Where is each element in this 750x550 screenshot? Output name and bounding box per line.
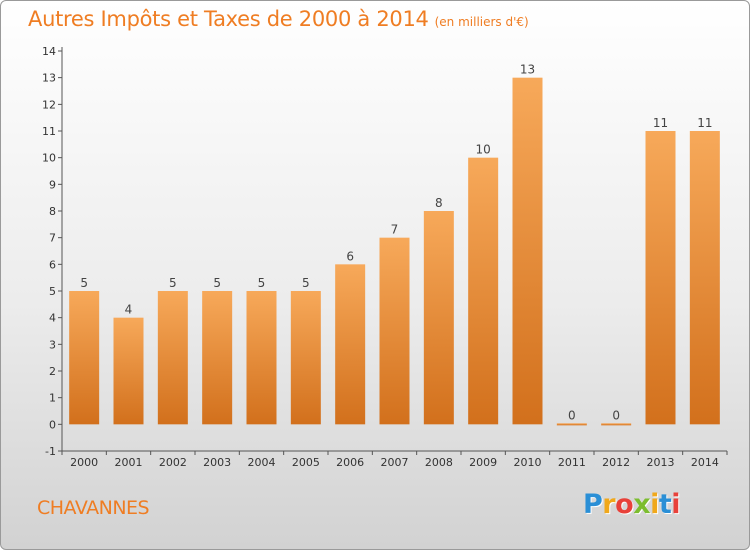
bar bbox=[113, 317, 144, 425]
y-tick-label: 14 bbox=[42, 45, 56, 58]
y-tick-label: 2 bbox=[49, 365, 56, 378]
bar bbox=[335, 264, 366, 425]
x-tick-label: 2009 bbox=[469, 456, 497, 469]
y-tick-label: -1 bbox=[45, 445, 56, 458]
x-tick-label: 2013 bbox=[647, 456, 675, 469]
logo-letter: P bbox=[583, 489, 603, 520]
data-labels: 5 4 5 5 5 5 6 7 8 10 13 0 0 11 11 bbox=[80, 63, 712, 423]
bar bbox=[69, 291, 100, 425]
x-tick-label: 2005 bbox=[292, 456, 320, 469]
x-tick-label: 2010 bbox=[514, 456, 542, 469]
bar bbox=[290, 291, 321, 425]
y-tick-label: 7 bbox=[49, 232, 56, 245]
bar bbox=[689, 131, 720, 425]
bar bbox=[157, 291, 188, 425]
logo-letter: i bbox=[671, 489, 681, 520]
x-tick-label: 2000 bbox=[70, 456, 98, 469]
x-tick-label: 2004 bbox=[248, 456, 276, 469]
x-tick-label: 2008 bbox=[425, 456, 453, 469]
x-tick-label: 2014 bbox=[691, 456, 719, 469]
bar bbox=[379, 237, 410, 425]
logo-letter: o bbox=[615, 489, 634, 520]
y-tick-label: 8 bbox=[49, 205, 56, 218]
chart-title: Autres Impôts et Taxes de 2000 à 2014 bbox=[28, 7, 429, 31]
x-tick-label: 2006 bbox=[336, 456, 364, 469]
data-label: 10 bbox=[476, 143, 491, 157]
data-label: 0 bbox=[568, 408, 576, 422]
data-label: 5 bbox=[302, 276, 310, 290]
logo-letter: t bbox=[658, 489, 672, 520]
x-tick-label: 2003 bbox=[203, 456, 231, 469]
x-tick-label: 2001 bbox=[115, 456, 143, 469]
y-tick-label: 6 bbox=[49, 258, 56, 271]
data-label: 7 bbox=[391, 223, 399, 237]
y-tick-label: 10 bbox=[42, 152, 56, 165]
x-axis-ticks: 2000 2001 2002 2003 2004 2005 2006 2007 2008 2009… bbox=[61, 451, 728, 469]
bar bbox=[202, 291, 233, 425]
bar bbox=[246, 291, 277, 425]
bar bbox=[556, 423, 587, 426]
x-tick-label: 2011 bbox=[558, 456, 586, 469]
data-label: 5 bbox=[213, 276, 221, 290]
y-tick-label: 9 bbox=[49, 178, 56, 191]
bars bbox=[69, 77, 720, 426]
bar bbox=[423, 211, 454, 425]
data-label: 5 bbox=[169, 276, 177, 290]
logo-letter: x bbox=[633, 489, 651, 520]
data-label: 5 bbox=[258, 276, 266, 290]
data-label: 6 bbox=[346, 249, 354, 263]
y-tick-label: 12 bbox=[42, 98, 56, 111]
y-tick-label: 11 bbox=[42, 125, 56, 138]
data-label: 0 bbox=[612, 408, 620, 422]
bar bbox=[645, 131, 676, 425]
bar bbox=[601, 423, 632, 426]
x-tick-label: 2002 bbox=[159, 456, 187, 469]
bar bbox=[512, 77, 543, 425]
bar bbox=[468, 157, 499, 425]
y-tick-label: 4 bbox=[49, 312, 56, 325]
data-label: 11 bbox=[697, 116, 712, 130]
x-tick-label: 2007 bbox=[381, 456, 409, 469]
y-tick-label: 0 bbox=[49, 418, 56, 431]
y-tick-label: 13 bbox=[42, 72, 56, 85]
commune-name: CHAVANNES bbox=[37, 497, 150, 519]
axes bbox=[61, 47, 727, 452]
y-tick-label: 3 bbox=[49, 338, 56, 351]
y-tick-label: 1 bbox=[49, 392, 56, 405]
logo-letter: i bbox=[650, 489, 659, 520]
proxiti-logo[interactable]: Proxiti bbox=[583, 489, 681, 520]
chart-unit: (en milliers d'€) bbox=[434, 15, 529, 29]
data-label: 13 bbox=[520, 63, 535, 77]
data-label: 8 bbox=[435, 196, 443, 210]
x-tick-label: 2012 bbox=[602, 456, 630, 469]
data-label: 5 bbox=[80, 276, 88, 290]
data-label: 4 bbox=[125, 303, 133, 317]
y-tick-label: 5 bbox=[49, 285, 56, 298]
title-row: Autres Impôts et Taxes de 2000 à 2014 (en… bbox=[28, 7, 529, 31]
data-label: 11 bbox=[653, 116, 668, 130]
logo-letter: r bbox=[602, 489, 616, 520]
